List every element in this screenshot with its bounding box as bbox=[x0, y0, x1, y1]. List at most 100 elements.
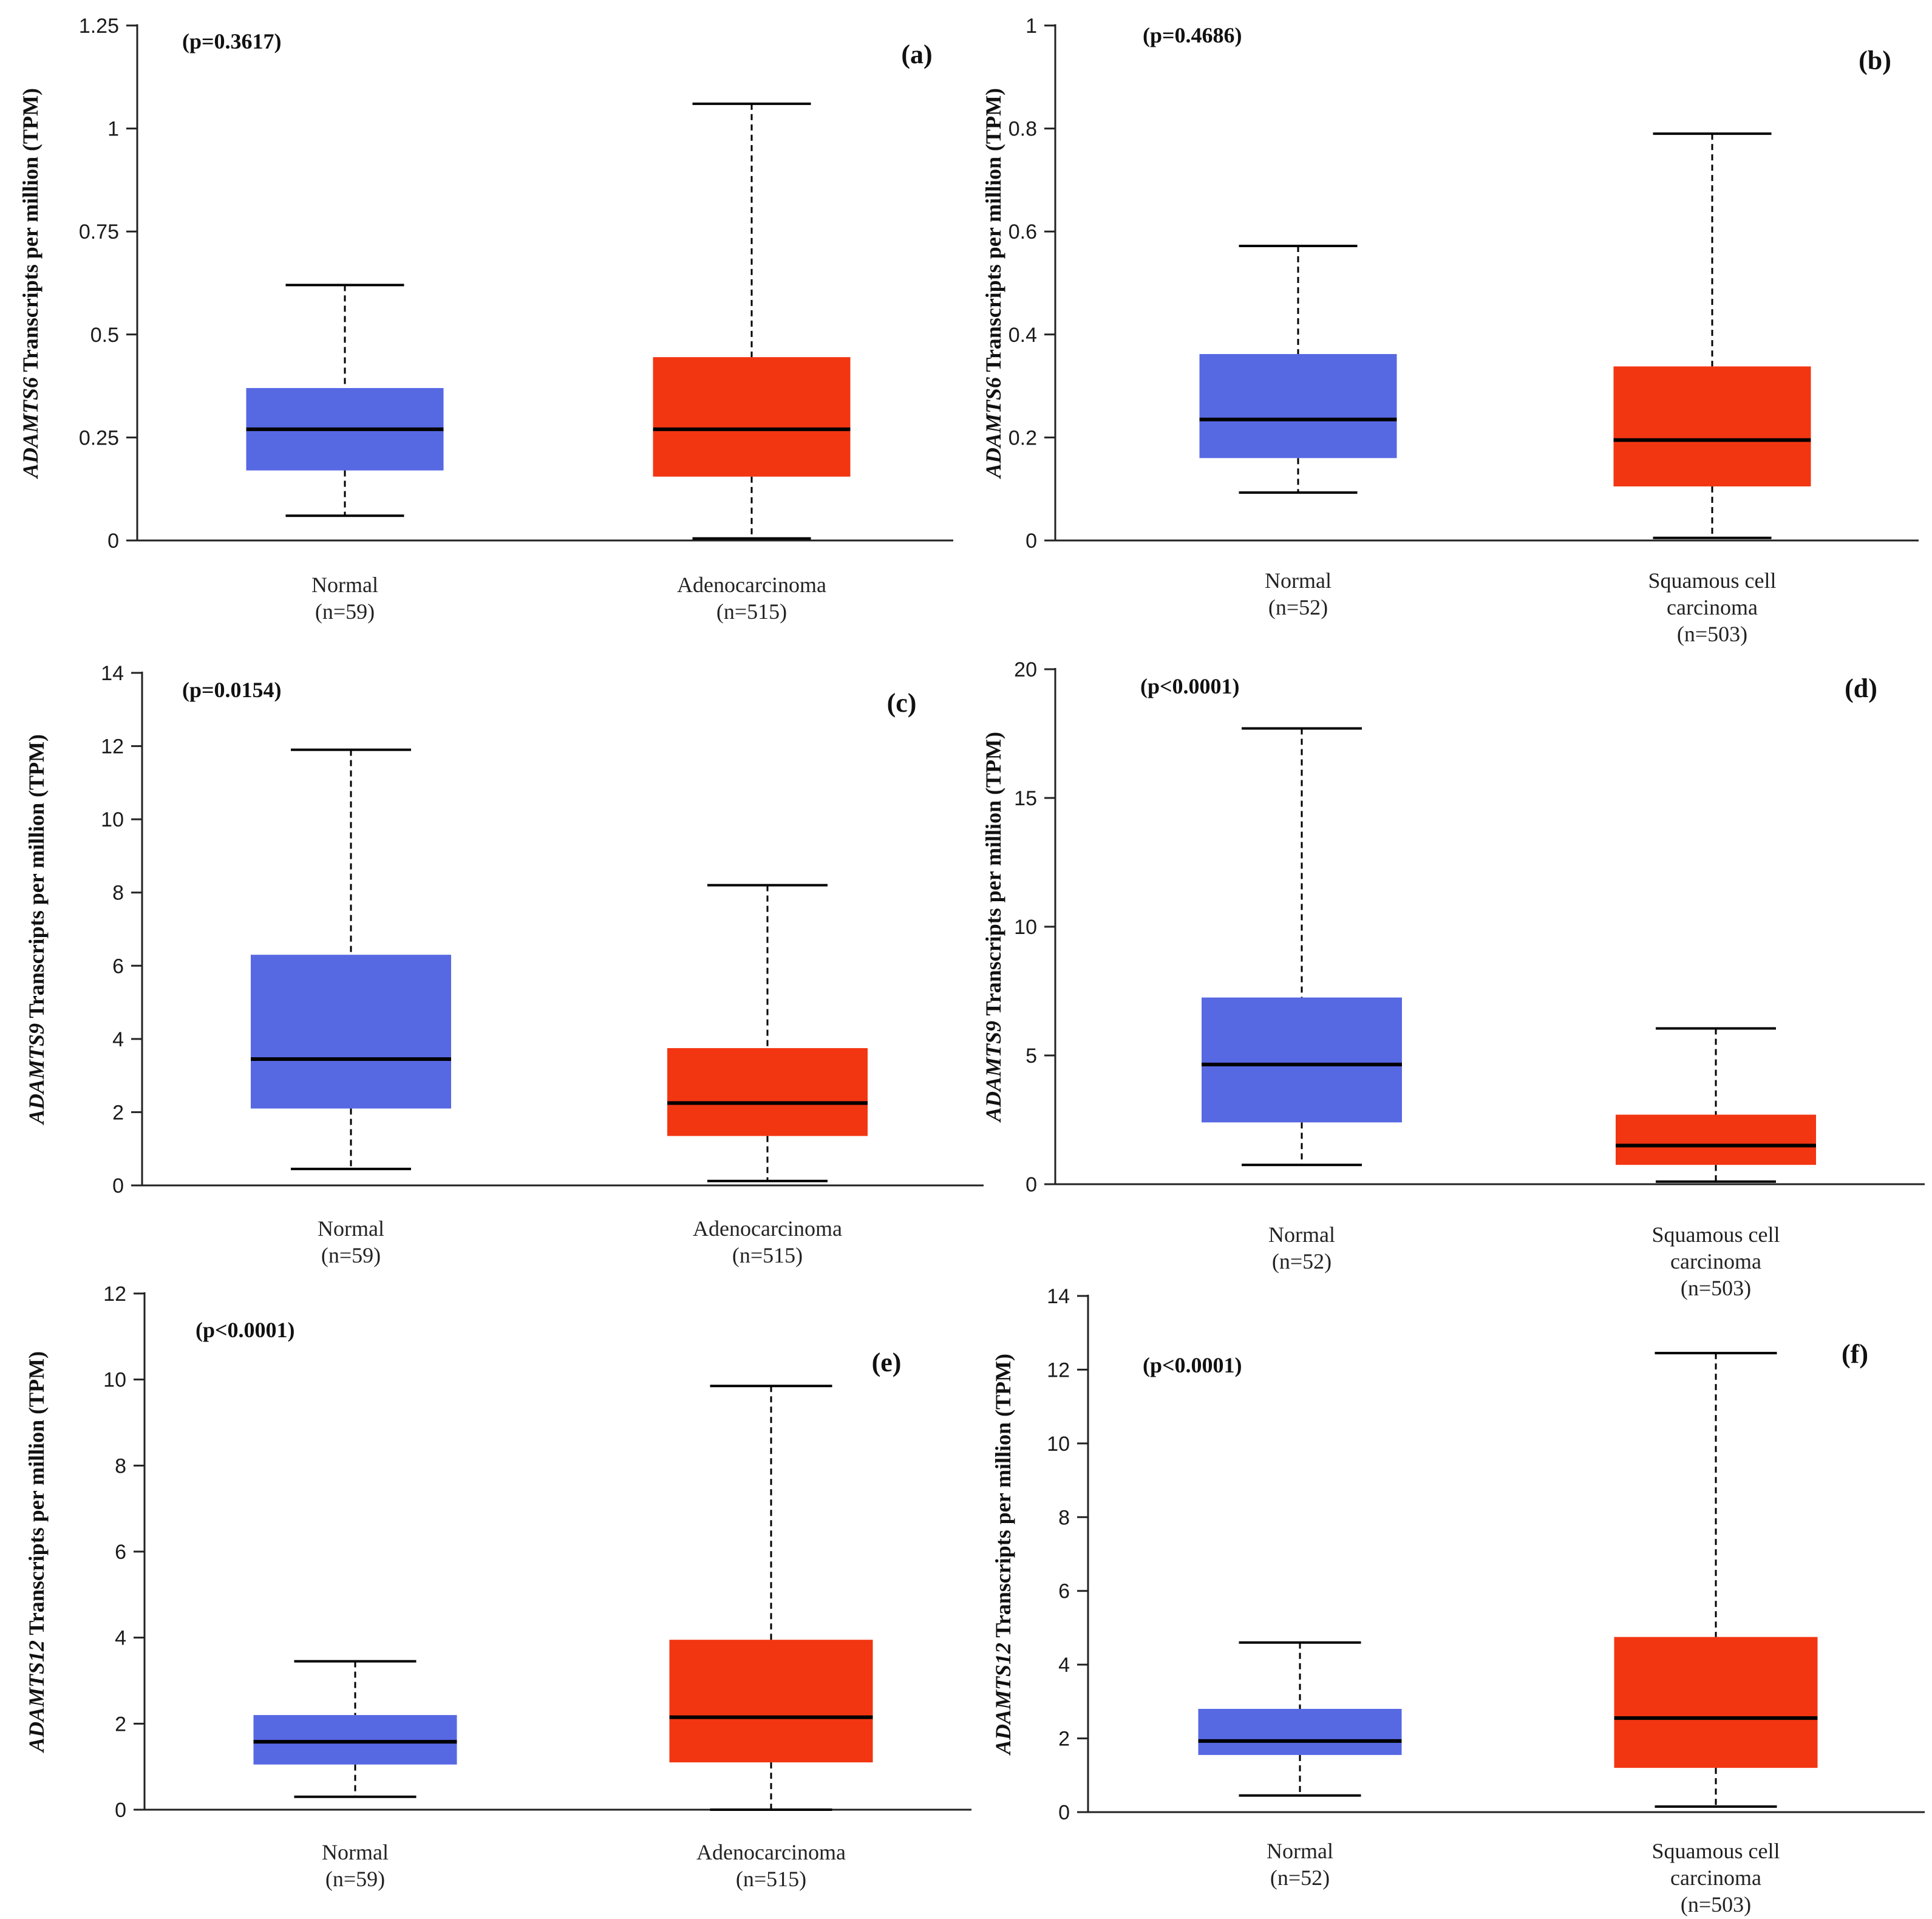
y-tick-label: 0.25 bbox=[79, 426, 119, 449]
box-group-normal: Normal (n=52) bbox=[1199, 244, 1397, 619]
y-tick-label: 10 bbox=[103, 1369, 126, 1392]
y-tick-label: 4 bbox=[1058, 1654, 1070, 1677]
category-label: Normal (n=59) bbox=[318, 1216, 384, 1267]
category-label-line: Squamous cell bbox=[1652, 1839, 1780, 1863]
y-tick-label: 0.2 bbox=[1009, 426, 1037, 449]
y-axis-unit: Transcripts per million (TPM) bbox=[24, 1351, 49, 1640]
category-label-line: (n=52) bbox=[1272, 1249, 1332, 1273]
panel-letter: (d) bbox=[1845, 673, 1877, 703]
chart-panel-e: 0 2 4 6 8 10 12 ADAMTS12 Transcripts per millio… bbox=[24, 1283, 971, 1891]
y-axis-label: ADAMTS6 Transcripts per million (TPM) bbox=[18, 88, 43, 479]
category-label-line: Normal bbox=[322, 1840, 389, 1864]
y-tick-label: 20 bbox=[1014, 658, 1037, 681]
category-label-line: (n=515) bbox=[736, 1867, 806, 1891]
p-value-label: (p=0.0154) bbox=[182, 678, 282, 702]
category-label-line: (n=52) bbox=[1270, 1866, 1330, 1890]
category-label-line: Adenocarcinoma bbox=[677, 573, 826, 597]
category-label-line: (n=503) bbox=[1677, 622, 1747, 646]
y-axis-label: ADAMTS9 Transcripts per million (TPM) bbox=[981, 732, 1005, 1123]
y-tick-label: 2 bbox=[112, 1101, 124, 1124]
category-label-line: (n=515) bbox=[716, 599, 787, 624]
chart-panel-b: 0 0.2 0.4 0.6 0.8 1 ADAMTS6 Transcripts per mi… bbox=[981, 15, 1919, 646]
category-label-line: Normal bbox=[311, 573, 378, 597]
y-axis-label: ADAMTS12 Transcripts per million (TPM) bbox=[24, 1351, 49, 1753]
y-axis-unit: Transcripts per million (TPM) bbox=[981, 732, 1005, 1021]
y-tick-label: 8 bbox=[1058, 1506, 1070, 1529]
iqr-box bbox=[669, 1640, 873, 1763]
y-tick-label: 10 bbox=[101, 808, 124, 831]
y-axis-unit: Transcripts per million (TPM) bbox=[18, 88, 43, 377]
p-value-label: (p=0.4686) bbox=[1143, 23, 1242, 47]
y-tick-label: 6 bbox=[115, 1541, 126, 1564]
y-axis-label: ADAMTS6 Transcripts per million (TPM) bbox=[981, 88, 1005, 479]
iqr-box bbox=[1202, 997, 1402, 1123]
y-axis-gene: ADAMTS9 bbox=[981, 1021, 1005, 1123]
y-tick-label: 1 bbox=[107, 118, 119, 141]
y-tick-label: 1.25 bbox=[79, 15, 119, 38]
iqr-box bbox=[1613, 366, 1811, 486]
y-tick-label: 4 bbox=[115, 1627, 126, 1650]
box-group-adenocarcinoma: Adenocarcinoma (n=515) bbox=[653, 102, 851, 624]
category-label-line: Normal bbox=[1268, 1222, 1335, 1247]
iqr-box bbox=[1198, 1709, 1402, 1755]
y-tick-label: 4 bbox=[112, 1028, 124, 1051]
chart-panel-c: 0 2 4 6 8 10 12 14 ADAMTS9 Transcripts per milli… bbox=[24, 662, 984, 1267]
y-tick-label: 12 bbox=[101, 735, 124, 758]
y-tick-label: 0.75 bbox=[79, 220, 119, 244]
y-tick-label: 0 bbox=[1026, 1173, 1037, 1196]
category-label: Normal (n=52) bbox=[1268, 1222, 1335, 1273]
category-label-line: (n=59) bbox=[321, 1243, 381, 1267]
box-group-normal: Normal (n=59) bbox=[246, 284, 444, 624]
y-tick-label: 0.6 bbox=[1009, 220, 1037, 244]
category-label-line: Adenocarcinoma bbox=[696, 1840, 846, 1864]
iqr-box bbox=[251, 955, 451, 1109]
y-axis-label: ADAMTS9 Transcripts per million (TPM) bbox=[24, 734, 49, 1125]
category-label: Squamous cell carcinoma (n=503) bbox=[1652, 1222, 1780, 1300]
y-tick-label: 0 bbox=[1026, 530, 1037, 553]
y-tick-label: 2 bbox=[1058, 1728, 1070, 1751]
category-label-line: (n=503) bbox=[1681, 1892, 1751, 1917]
category-label-line: (n=52) bbox=[1268, 595, 1328, 619]
y-tick-label: 14 bbox=[1047, 1285, 1070, 1308]
panel-letter: (c) bbox=[887, 688, 917, 718]
category-label: Adenocarcinoma (n=515) bbox=[693, 1216, 842, 1267]
category-label-line: carcinoma bbox=[1667, 595, 1758, 619]
y-tick-label: 1 bbox=[1026, 15, 1037, 38]
category-label-line: carcinoma bbox=[1670, 1249, 1761, 1273]
y-axis-gene: ADAMTS12 bbox=[24, 1640, 49, 1753]
iqr-box bbox=[253, 1715, 457, 1765]
box-group-squamous-cell-carcinoma: Squamous cell carcinoma (n=503) bbox=[1616, 1027, 1816, 1300]
y-tick-label: 14 bbox=[101, 662, 124, 685]
iqr-box bbox=[667, 1048, 868, 1136]
iqr-box bbox=[1616, 1114, 1816, 1165]
chart-panel-f: 0 2 4 6 8 10 12 14 ADAMTS12 Transcripts per mill… bbox=[991, 1285, 1925, 1917]
y-tick-label: 8 bbox=[115, 1454, 126, 1478]
y-tick-label: 0.8 bbox=[1009, 118, 1037, 141]
category-label-line: Adenocarcinoma bbox=[693, 1216, 842, 1241]
category-label: Squamous cell carcinoma (n=503) bbox=[1652, 1839, 1780, 1917]
box-group-adenocarcinoma: Adenocarcinoma (n=515) bbox=[669, 1385, 873, 1891]
y-tick-label: 6 bbox=[112, 955, 124, 978]
iqr-box bbox=[1614, 1637, 1818, 1768]
panel-letter: (b) bbox=[1859, 46, 1891, 75]
y-tick-label: 0.4 bbox=[1009, 324, 1037, 347]
category-label: Adenocarcinoma (n=515) bbox=[696, 1840, 846, 1891]
box-group-normal: Normal (n=59) bbox=[251, 748, 451, 1267]
y-axis-label: ADAMTS12 Transcripts per million (TPM) bbox=[991, 1354, 1015, 1756]
y-axis-unit: Transcripts per million (TPM) bbox=[981, 88, 1005, 377]
y-tick-label: 12 bbox=[103, 1283, 126, 1306]
iqr-box bbox=[653, 357, 851, 477]
category-label-line: Squamous cell bbox=[1652, 1222, 1780, 1247]
y-axis-unit: Transcripts per million (TPM) bbox=[24, 734, 49, 1023]
y-tick-label: 8 bbox=[112, 882, 124, 905]
category-label: Normal (n=52) bbox=[1267, 1839, 1333, 1890]
iqr-box bbox=[1199, 354, 1397, 458]
panel-letter: (f) bbox=[1842, 1339, 1868, 1369]
y-axis-gene: ADAMTS6 bbox=[18, 377, 43, 479]
box-group-squamous-cell-carcinoma: Squamous cell carcinoma (n=503) bbox=[1614, 1352, 1818, 1917]
y-axis-gene: ADAMTS6 bbox=[981, 377, 1005, 479]
y-tick-label: 5 bbox=[1026, 1045, 1037, 1068]
y-tick-label: 2 bbox=[115, 1713, 126, 1736]
category-label: Normal (n=59) bbox=[322, 1840, 389, 1891]
